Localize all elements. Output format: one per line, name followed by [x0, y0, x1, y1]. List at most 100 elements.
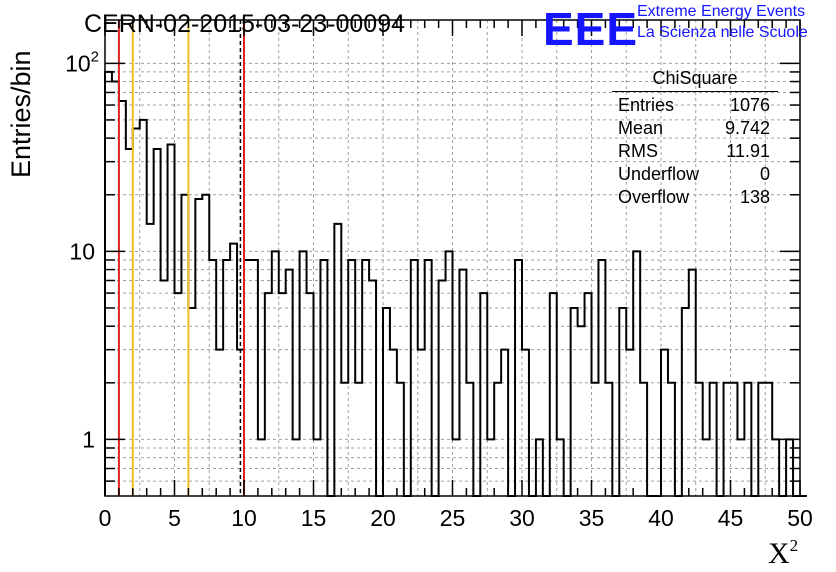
- histogram-bin: [737, 439, 744, 496]
- x-tick-label: 30: [509, 505, 535, 531]
- stats-value: 1076: [729, 95, 770, 115]
- histogram-bin: [772, 439, 779, 496]
- stats-label: Entries: [618, 95, 675, 115]
- histogram-bin: [731, 383, 738, 496]
- histogram-bin: [181, 195, 188, 496]
- histogram-bin: [175, 293, 182, 496]
- histogram-bin: [105, 72, 112, 496]
- histogram-bin: [348, 260, 355, 496]
- logo-line2: La Scienza nelle Scuole: [637, 24, 808, 41]
- histogram-bin: [286, 270, 293, 496]
- histogram-bin: [161, 280, 168, 496]
- histogram-bin: [341, 383, 348, 496]
- histogram-bin: [459, 270, 466, 496]
- x-tick-label: 20: [370, 505, 396, 531]
- histogram-bin: [571, 308, 578, 496]
- histogram-bin: [592, 383, 599, 496]
- axis-ticks: [104, 20, 801, 496]
- x-axis-label: X2: [768, 536, 798, 571]
- histogram-bin: [140, 120, 147, 496]
- y-tick-label: 1: [82, 426, 95, 452]
- histogram-bin: [216, 350, 223, 496]
- histogram-bin: [494, 383, 501, 496]
- histogram-bin: [487, 439, 494, 496]
- histogram-bin: [147, 224, 154, 496]
- stats-label: Underflow: [618, 164, 700, 184]
- reference-lines: [117, 20, 245, 496]
- y-axis-label: Entries/bin: [6, 50, 36, 178]
- x-tick-label: 25: [440, 505, 466, 531]
- histogram-bin: [355, 383, 362, 496]
- histogram-bin: [418, 350, 425, 496]
- histogram-bin: [453, 439, 460, 496]
- histogram-bin: [466, 383, 473, 496]
- histogram-bin: [661, 350, 668, 496]
- x-axis-label-sup: 2: [789, 536, 799, 555]
- histogram: [104, 70, 807, 497]
- histogram-bin: [557, 439, 564, 496]
- histogram-bin: [765, 383, 772, 496]
- eee-logo: EEE: [543, 3, 639, 55]
- histogram-bin: [209, 260, 216, 496]
- x-tick-label: 15: [301, 505, 327, 531]
- stats-label: Overflow: [618, 187, 690, 207]
- histogram-bin: [362, 260, 369, 496]
- histogram-bin: [598, 260, 605, 496]
- histogram-bin: [223, 260, 230, 496]
- histogram-bin: [230, 244, 237, 496]
- histogram-bin: [710, 383, 717, 496]
- stats-value: 0: [759, 164, 770, 184]
- chart-title: CERN-02-2015-03-23-00094: [84, 10, 406, 38]
- histogram-bin: [202, 195, 209, 496]
- stats-row: RMS 11.91: [612, 141, 778, 164]
- histogram-bin: [446, 251, 453, 496]
- histogram-series: [104, 70, 807, 497]
- x-tick-label: 0: [99, 505, 112, 531]
- histogram-bin: [703, 439, 710, 496]
- x-tick-label: 35: [579, 505, 605, 531]
- histogram-bin: [334, 224, 341, 496]
- x-tick-label: 5: [168, 505, 181, 531]
- stats-value: 138: [739, 187, 770, 207]
- stats-row: Overflow 138: [612, 187, 778, 210]
- histogram-bin: [272, 251, 279, 496]
- stats-row: Entries 1076: [612, 95, 778, 118]
- x-tick-label: 10: [231, 505, 257, 531]
- histogram-bin: [133, 129, 140, 496]
- histogram-bin: [279, 293, 286, 496]
- histogram-bin: [188, 308, 195, 496]
- x-tick-label: 40: [648, 505, 674, 531]
- histogram-bin: [300, 251, 307, 496]
- histogram-bin: [696, 383, 703, 496]
- histogram-bin: [411, 260, 418, 496]
- histogram-bin: [119, 101, 126, 496]
- histogram-bin: [536, 439, 543, 496]
- histogram-bin: [397, 383, 404, 496]
- histogram-bin: [293, 439, 300, 496]
- histogram-bin: [633, 251, 640, 496]
- stats-row: Underflow 0: [612, 164, 778, 187]
- x-axis-label-main: X: [768, 537, 790, 570]
- histogram-bin: [251, 260, 258, 496]
- stats-label: Mean: [618, 118, 664, 138]
- histogram-bin: [724, 383, 731, 496]
- stats-value: 9.742: [724, 118, 770, 138]
- histogram-bin: [320, 260, 327, 496]
- y-tick-label: 102: [65, 48, 99, 76]
- histogram-bin: [550, 293, 557, 496]
- histogram-bin: [758, 383, 765, 496]
- histogram-bin: [195, 199, 202, 496]
- histogram-bin: [480, 293, 487, 496]
- histogram-bin: [390, 350, 397, 496]
- stats-row: Mean 9.742: [612, 118, 778, 141]
- histogram-bin: [744, 383, 751, 496]
- histogram-bin: [585, 293, 592, 496]
- stats-value: 11.91: [726, 141, 770, 161]
- y-tick-label: 10: [69, 238, 95, 264]
- stats-title: ChiSquare: [612, 68, 778, 92]
- histogram-bin: [258, 439, 265, 496]
- histogram-bin: [682, 308, 689, 496]
- histogram-bin: [522, 350, 529, 496]
- histogram-bin: [439, 280, 446, 496]
